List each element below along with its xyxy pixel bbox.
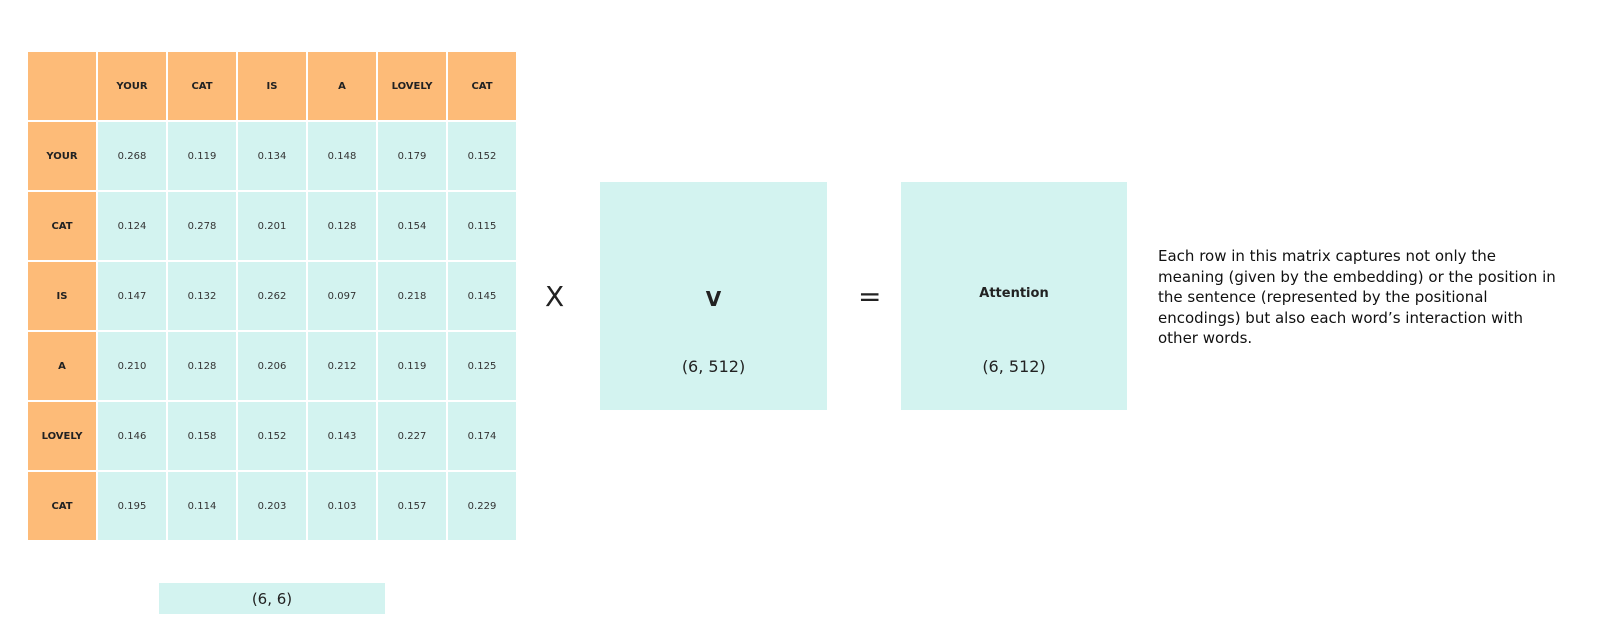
matrix-shape-label: (6, 6) — [159, 583, 385, 614]
matrix-cell: 0.128 — [168, 332, 236, 400]
v-matrix: V (6, 512) — [600, 182, 827, 410]
matrix-cell: 0.229 — [448, 472, 516, 540]
matrix-cell: 0.119 — [168, 122, 236, 190]
matrix-cell: 0.206 — [238, 332, 306, 400]
matrix-cell: 0.154 — [378, 192, 446, 260]
matrix-cell: 0.174 — [448, 402, 516, 470]
matrix-cell: 0.158 — [168, 402, 236, 470]
matrix-cell: 0.128 — [308, 192, 376, 260]
matrix-cell: 0.143 — [308, 402, 376, 470]
row-header: IS — [28, 262, 96, 330]
matrix-cell: 0.114 — [168, 472, 236, 540]
matrix-cell: 0.227 — [378, 402, 446, 470]
column-header: A — [308, 52, 376, 120]
matrix-cell: 0.203 — [238, 472, 306, 540]
equals-symbol: = — [858, 280, 882, 313]
matrix-cell: 0.134 — [238, 122, 306, 190]
matrix-cell: 0.115 — [448, 192, 516, 260]
corner-cell — [28, 52, 96, 120]
matrix-cell: 0.157 — [378, 472, 446, 540]
row-header: CAT — [28, 472, 96, 540]
matrix-cell: 0.152 — [448, 122, 516, 190]
row-header: YOUR — [28, 122, 96, 190]
matrix-cell: 0.097 — [308, 262, 376, 330]
matrix-cell: 0.146 — [98, 402, 166, 470]
column-header: IS — [238, 52, 306, 120]
multiply-symbol: X — [545, 280, 565, 313]
matrix-cell: 0.125 — [448, 332, 516, 400]
attention-shape: (6, 512) — [982, 357, 1046, 376]
matrix-cell: 0.195 — [98, 472, 166, 540]
row-header: LOVELY — [28, 402, 96, 470]
matrix-cell: 0.148 — [308, 122, 376, 190]
row-header: CAT — [28, 192, 96, 260]
matrix-cell: 0.124 — [98, 192, 166, 260]
matrix-cell: 0.147 — [98, 262, 166, 330]
matrix-cell: 0.132 — [168, 262, 236, 330]
column-header: YOUR — [98, 52, 166, 120]
matrix-cell: 0.152 — [238, 402, 306, 470]
matrix-cell: 0.201 — [238, 192, 306, 260]
column-header: LOVELY — [378, 52, 446, 120]
matrix-cell: 0.119 — [378, 332, 446, 400]
matrix-cell: 0.210 — [98, 332, 166, 400]
matrix-cell: 0.268 — [98, 122, 166, 190]
matrix-cell: 0.179 — [378, 122, 446, 190]
matrix-cell: 0.145 — [448, 262, 516, 330]
matrix-cell: 0.278 — [168, 192, 236, 260]
v-label: V — [705, 287, 722, 311]
attention-scores-matrix: YOUR CAT IS A LOVELY CAT YOUR 0.268 0.119 0.134 0.… — [28, 52, 516, 540]
v-shape: (6, 512) — [681, 357, 746, 376]
column-header: CAT — [168, 52, 236, 120]
attention-label: Attention — [979, 286, 1049, 301]
description-text: Each row in this matrix captures not onl… — [1158, 247, 1556, 347]
matrix-cell: 0.212 — [308, 332, 376, 400]
row-header: A — [28, 332, 96, 400]
matrix-cell: 0.262 — [238, 262, 306, 330]
matrix-cell: 0.218 — [378, 262, 446, 330]
attention-matrix: Attention (6, 512) — [901, 182, 1127, 410]
matrix-cell: 0.103 — [308, 472, 376, 540]
column-header: CAT — [448, 52, 516, 120]
